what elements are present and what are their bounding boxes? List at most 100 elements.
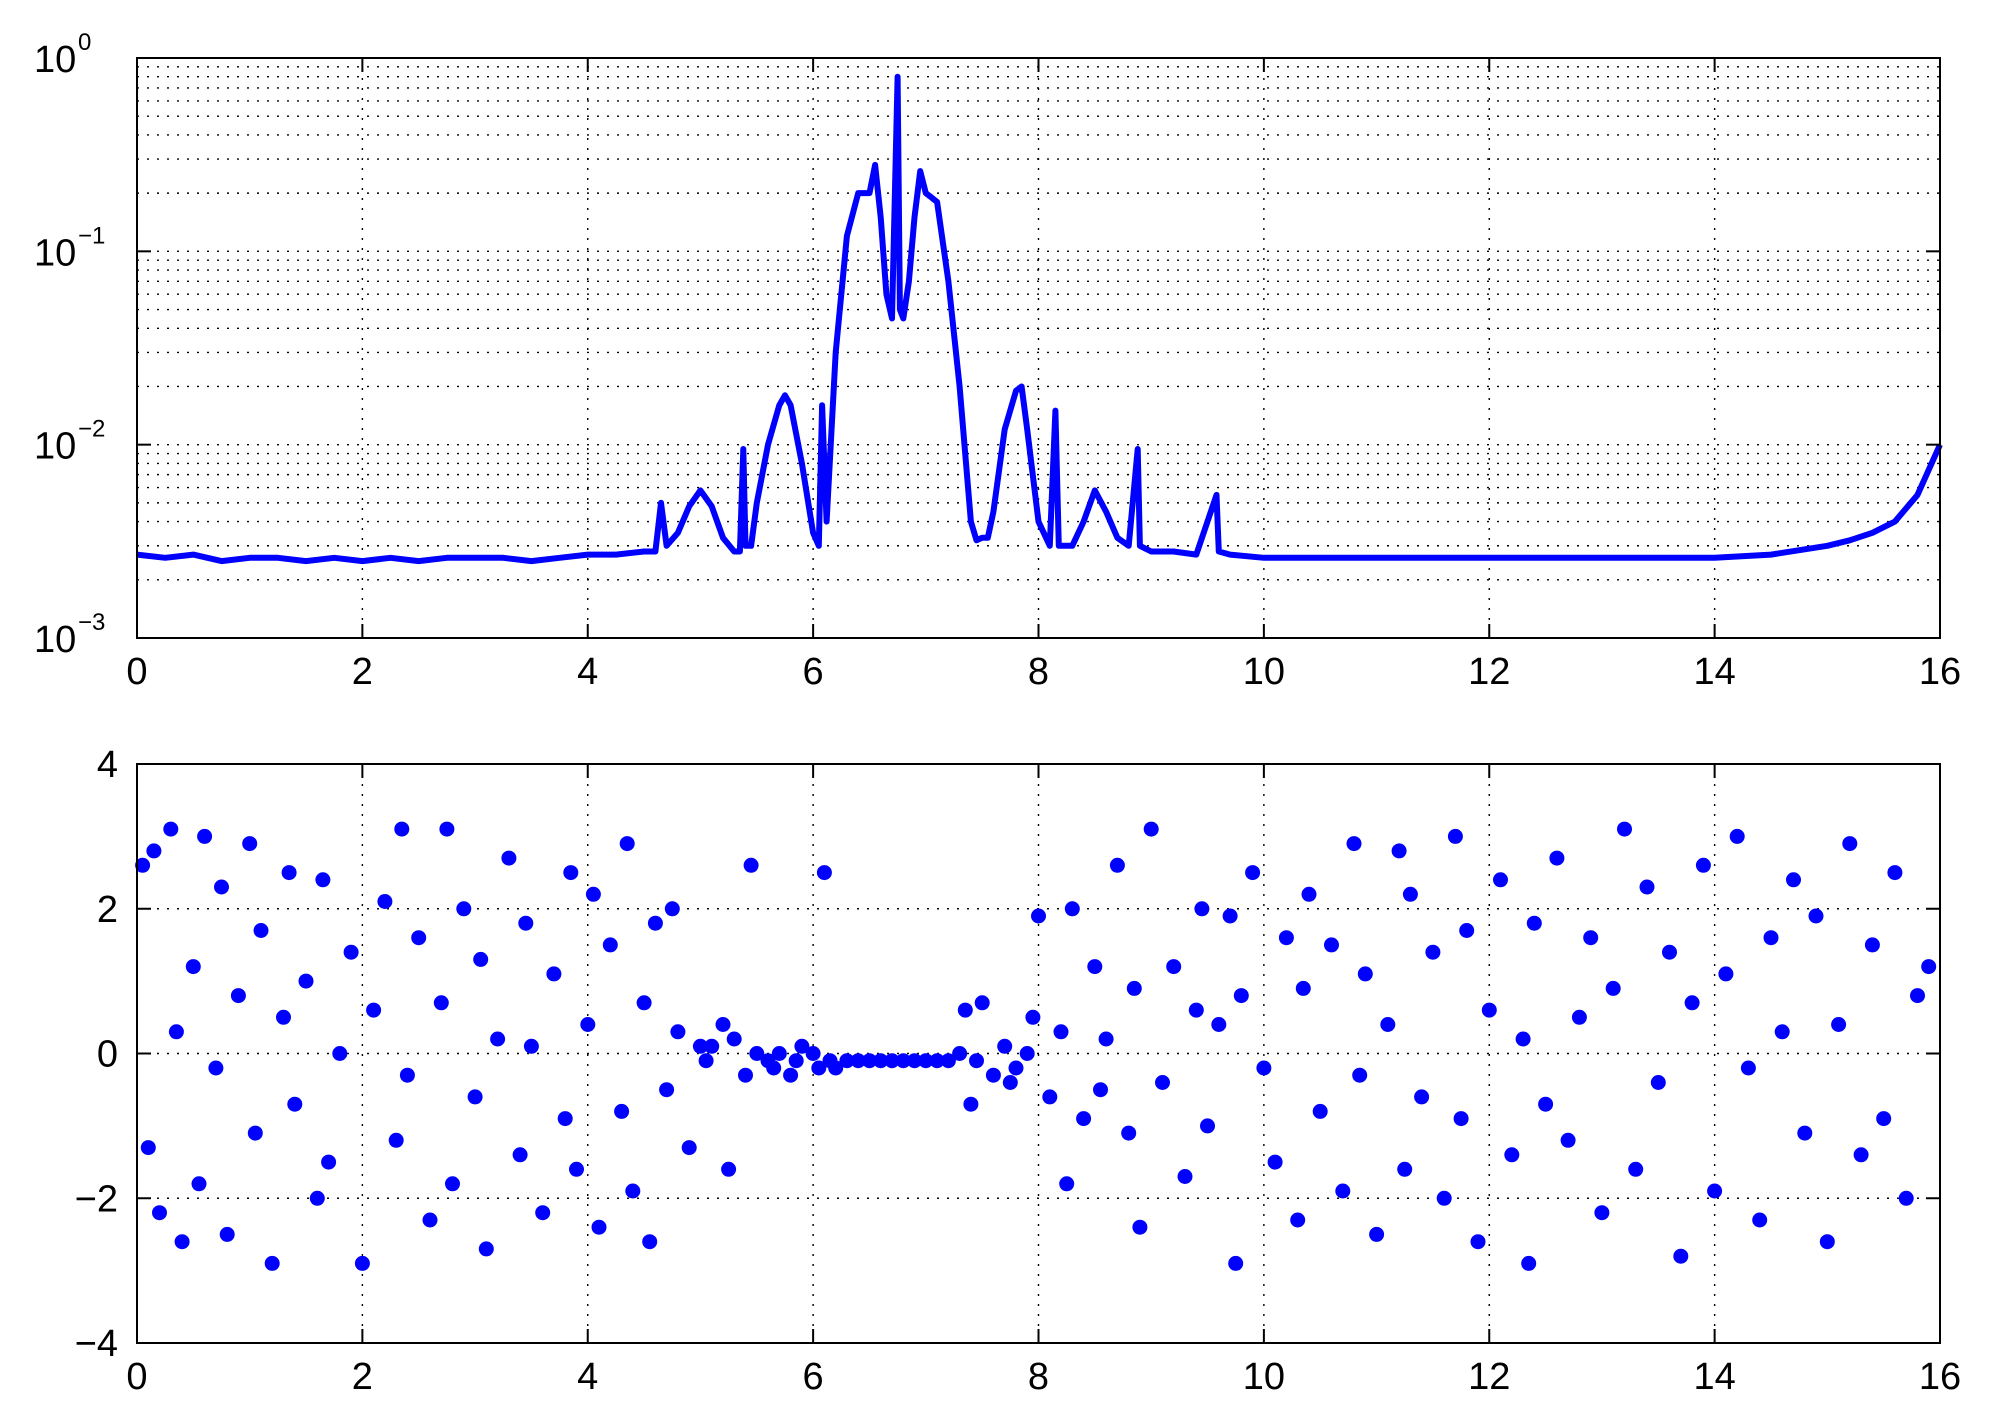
scatter-point	[1380, 1017, 1396, 1032]
scatter-point	[1639, 879, 1655, 895]
scatter-point	[366, 1002, 382, 1018]
scatter-point	[602, 937, 618, 953]
scatter-point	[692, 1038, 708, 1054]
scatter-point	[1650, 1075, 1666, 1090]
scatter-point	[1617, 821, 1632, 837]
scatter-point	[230, 988, 246, 1004]
x-tick-label: 6	[803, 651, 824, 693]
scatter-point	[281, 865, 297, 881]
scatter-point	[862, 1053, 877, 1069]
y-tick-label: 2	[97, 889, 118, 931]
scatter-point	[721, 1161, 737, 1177]
scatter-point	[1493, 872, 1508, 888]
scatter-point	[738, 1067, 753, 1083]
scatter-point	[1538, 1096, 1554, 1112]
scatter-point	[1278, 930, 1294, 946]
scatter-point	[816, 865, 832, 881]
scatter-point	[1414, 1089, 1430, 1105]
scatter-point	[1121, 1125, 1137, 1141]
scatter-point	[1583, 930, 1599, 946]
scatter-point	[1831, 1017, 1847, 1032]
x-tick-label: 0	[126, 651, 147, 693]
scatter-point	[546, 966, 562, 982]
scatter-point	[918, 1053, 934, 1069]
y-tick-label: −4	[75, 1323, 118, 1365]
scatter-point	[907, 1053, 922, 1069]
scatter-point	[1628, 1161, 1644, 1177]
scatter-point	[625, 1183, 641, 1199]
scatter-point	[1549, 850, 1565, 866]
scatter-point	[681, 1140, 697, 1156]
scatter-point	[1166, 959, 1182, 975]
x-tick-label: 4	[577, 651, 598, 693]
scatter-point	[1402, 886, 1418, 902]
scatter-point	[1295, 980, 1311, 996]
scatter-point	[963, 1096, 979, 1112]
scatter-point	[247, 1125, 263, 1141]
scatter-point	[1774, 1024, 1790, 1040]
x-tick-label: 6	[803, 1356, 824, 1398]
scatter-point	[264, 1255, 280, 1271]
scatter-point	[664, 901, 680, 917]
scatter-point	[766, 1060, 782, 1076]
scatter-point	[168, 1024, 184, 1040]
x-tick-label: 10	[1243, 1356, 1285, 1398]
scatter-point	[1301, 886, 1317, 902]
scatter-point	[1504, 1147, 1520, 1163]
y-tick-label: 10	[34, 426, 76, 468]
scatter-point	[563, 865, 579, 881]
scatter-point	[388, 1132, 404, 1148]
scatter-point	[1808, 908, 1824, 924]
scatter-point	[135, 857, 151, 873]
scatter-point	[1324, 937, 1339, 953]
scatter-point	[219, 1226, 235, 1242]
x-tick-label: 12	[1468, 1356, 1510, 1398]
scatter-point	[1571, 1009, 1587, 1025]
scatter-point	[783, 1067, 799, 1083]
scatter-point	[1132, 1219, 1148, 1235]
scatter-point	[957, 1002, 973, 1018]
scatter-point	[140, 1140, 156, 1156]
scatter-point	[1673, 1248, 1689, 1264]
y-tick-label: 10	[34, 619, 76, 661]
scatter-point	[315, 872, 331, 888]
scatter-point	[309, 1190, 325, 1206]
scatter-point	[208, 1060, 224, 1076]
scatter-point	[1267, 1154, 1283, 1170]
scatter-point	[1729, 828, 1745, 844]
scatter-point	[1222, 908, 1238, 924]
y-tick-exponent: −3	[78, 609, 105, 636]
y-tick-exponent: −2	[78, 416, 105, 443]
scatter-point	[1053, 1024, 1069, 1040]
scatter-point	[1312, 1103, 1328, 1119]
scatter-point	[174, 1234, 190, 1250]
scatter-point	[1059, 1176, 1075, 1192]
scatter-point	[749, 1046, 765, 1061]
scatter-point	[343, 944, 359, 960]
scatter-point	[828, 1060, 844, 1076]
scatter-point	[580, 1017, 596, 1032]
scatter-point	[1042, 1089, 1058, 1105]
scatter-point	[214, 879, 229, 895]
scatter-point	[1087, 959, 1103, 975]
scatter-point	[1064, 901, 1080, 917]
scatter-point	[794, 1038, 810, 1054]
scatter-point	[185, 959, 201, 975]
scatter-point	[805, 1046, 821, 1061]
scatter-point	[377, 894, 393, 909]
scatter-point	[1290, 1212, 1306, 1228]
scatter-point	[569, 1161, 584, 1177]
x-tick-label: 8	[1028, 1356, 1049, 1398]
scatter-point	[1718, 966, 1734, 982]
scatter-point	[394, 821, 410, 837]
scatter-point	[1515, 1031, 1531, 1047]
scatter-point	[1763, 930, 1779, 946]
scatter-point	[1662, 944, 1677, 960]
scatter-point	[884, 1053, 900, 1069]
scatter-point	[1521, 1255, 1537, 1271]
scatter-point	[1008, 1060, 1024, 1076]
x-tick-label: 10	[1243, 651, 1285, 693]
scatter-point	[1684, 995, 1700, 1011]
scatter-point	[332, 1046, 348, 1061]
scatter-point	[1211, 1017, 1227, 1032]
